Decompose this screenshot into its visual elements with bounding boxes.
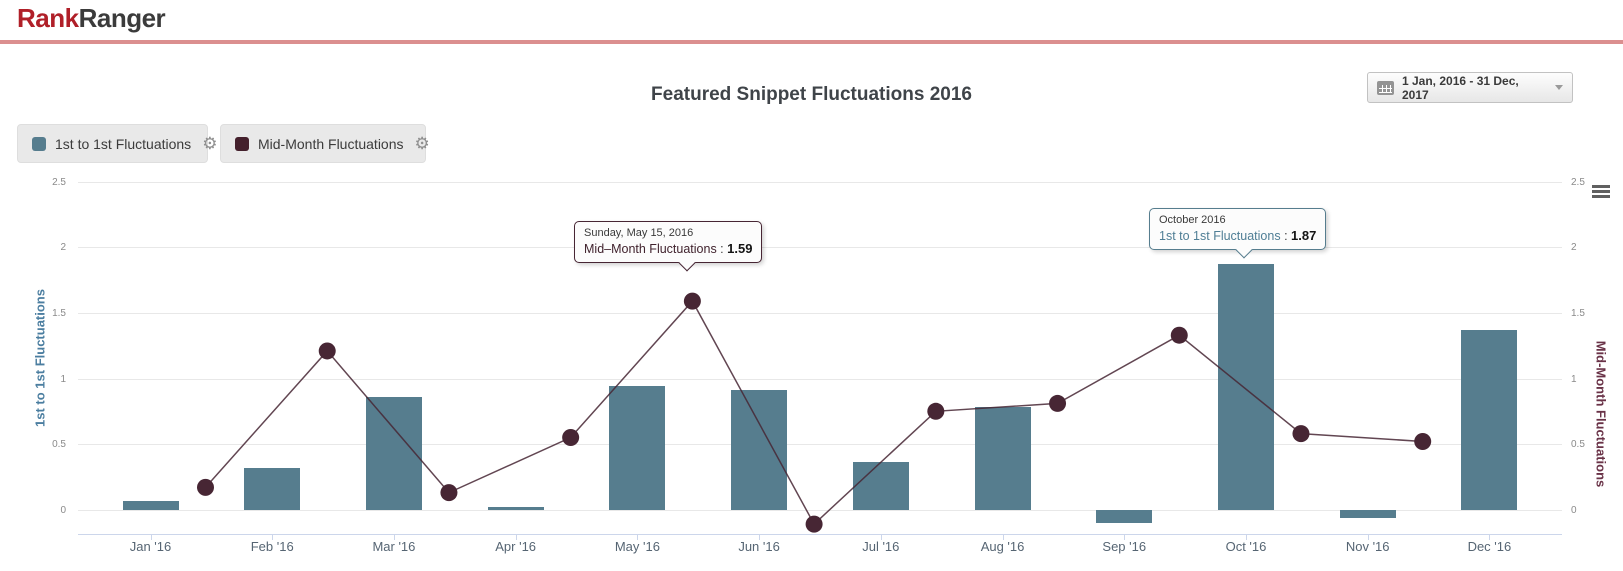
tooltip-value: 1.87 [1291, 228, 1317, 243]
x-axis-tick [1367, 534, 1369, 540]
line-point[interactable] [440, 484, 458, 502]
right-axis-tick-label: 0 [1571, 504, 1577, 516]
bar-feb[interactable] [244, 467, 301, 510]
x-axis-tick [759, 534, 761, 540]
bar-jul[interactable] [852, 462, 909, 510]
series-color-swatch [32, 136, 46, 151]
h-gridline [78, 181, 1562, 183]
bar-sep[interactable] [1096, 509, 1153, 523]
h-gridline [78, 444, 1562, 446]
rankranger-logo[interactable]: RankRanger [17, 3, 166, 34]
legend-button-1st-to-1st[interactable]: 1st to 1st Fluctuations ⚙ [17, 124, 217, 163]
left-axis-tick-label: 0.5 [52, 439, 66, 451]
x-axis-label: Nov '16 [1345, 539, 1390, 554]
bar-apr[interactable] [487, 507, 544, 510]
bar-dec[interactable] [1461, 329, 1518, 510]
right-axis-tick-label: 1 [1571, 373, 1577, 385]
x-axis-tick [1245, 534, 1247, 540]
bar-may[interactable] [609, 386, 666, 510]
x-axis-label: Sep '16 [1102, 539, 1147, 554]
bar-jan[interactable] [122, 500, 179, 510]
left-axis-tick-label: 1.5 [52, 307, 66, 319]
bar-jun[interactable] [731, 390, 788, 510]
x-axis-line [78, 534, 1562, 535]
x-axis-tick [1002, 534, 1004, 540]
tooltip-pointer [1235, 241, 1253, 259]
tooltip-value: 1.59 [727, 241, 753, 256]
legend-label: Mid-Month Fluctuations [258, 135, 404, 152]
left-axis-tick-label: 2.5 [52, 176, 66, 188]
bar-oct[interactable] [1217, 264, 1274, 510]
gear-icon[interactable]: ⚙ [202, 134, 218, 153]
right-axis-tick-label: 2.5 [1571, 176, 1585, 188]
x-axis-label: Jul '16 [862, 539, 900, 554]
tooltip-october: October 2016 1st to 1st Fluctuations : 1… [1149, 208, 1327, 259]
h-gridline [78, 247, 1562, 249]
x-axis-label: Aug '16 [980, 539, 1025, 554]
line-point[interactable] [1170, 326, 1188, 344]
x-axis-label: Jan '16 [129, 539, 172, 554]
header-divider [0, 40, 1623, 44]
hamburger-menu-icon[interactable] [1592, 185, 1610, 200]
x-axis-label: Mar '16 [372, 539, 416, 554]
calendar-icon [1377, 80, 1394, 95]
x-axis-label: Dec '16 [1467, 539, 1512, 554]
tooltip-may: Sunday, May 15, 2016 Mid–Month Fluctuati… [574, 221, 763, 272]
chart-title: Featured Snippet Fluctuations 2016 [651, 84, 972, 105]
line-point[interactable] [1414, 432, 1432, 450]
x-axis-tick [393, 534, 395, 540]
right-axis-title: Mid-Month Fluctuations [1593, 340, 1609, 488]
line-point[interactable] [1292, 425, 1310, 443]
bar-aug[interactable] [974, 407, 1031, 510]
date-range-picker[interactable]: 1 Jan, 2016 - 31 Dec, 2017 [1367, 72, 1573, 103]
app-header: RankRanger [0, 0, 1623, 40]
x-axis-label: Apr '16 [495, 539, 537, 554]
bar-mar[interactable] [365, 396, 422, 510]
right-axis-tick-label: 2 [1571, 242, 1577, 254]
x-axis-tick [150, 534, 152, 540]
legend-label: 1st to 1st Fluctuations [55, 135, 192, 152]
gear-icon[interactable]: ⚙ [414, 134, 430, 153]
tooltip-series-name: Mid–Month Fluctuations [584, 242, 717, 256]
left-axis-tick-label: 0 [60, 504, 66, 516]
tooltip-pointer [678, 254, 696, 272]
tooltip-date: October 2016 [1159, 214, 1226, 226]
left-axis-tick-label: 2 [60, 242, 66, 254]
x-axis-label: May '16 [614, 539, 660, 554]
right-axis-tick-label: 1.5 [1571, 307, 1585, 319]
tooltip-date: Sunday, May 15, 2016 [584, 227, 694, 239]
logo-ranger-text: Ranger [78, 3, 166, 33]
x-axis-tick [637, 534, 639, 540]
tooltip-separator: : [716, 242, 728, 256]
bar-nov[interactable] [1339, 509, 1396, 518]
x-axis-label: Jun '16 [738, 539, 780, 554]
x-axis-tick [1124, 534, 1126, 540]
x-axis-tick [515, 534, 517, 540]
x-axis-tick [1489, 534, 1491, 540]
x-axis-label: Oct '16 [1225, 539, 1267, 554]
line-point[interactable] [805, 515, 823, 533]
line-point[interactable] [197, 478, 214, 496]
tooltip-series-name: 1st to 1st Fluctuations [1159, 229, 1281, 243]
series-color-swatch [235, 136, 249, 151]
x-axis-tick [272, 534, 274, 540]
h-gridline [78, 378, 1562, 380]
date-range-value: 1 Jan, 2016 - 31 Dec, 2017 [1402, 73, 1519, 102]
x-axis-tick [880, 534, 882, 540]
left-axis-tick-label: 1 [60, 373, 66, 385]
chevron-down-icon [1555, 85, 1563, 90]
left-axis-title: 1st to 1st Fluctuations [32, 289, 48, 427]
line-point[interactable] [1049, 394, 1067, 412]
line-point[interactable] [318, 342, 336, 360]
logo-rank-text: Rank [17, 3, 79, 33]
line-point[interactable] [927, 402, 945, 420]
x-axis-label: Feb '16 [250, 539, 294, 554]
h-gridline [78, 312, 1562, 314]
line-point[interactable] [562, 429, 580, 447]
line-point[interactable] [683, 292, 701, 310]
legend-button-mid-month[interactable]: Mid-Month Fluctuations ⚙ [220, 124, 430, 163]
right-axis-tick-label: 0.5 [1571, 439, 1585, 451]
tooltip-separator: : [1280, 229, 1292, 243]
